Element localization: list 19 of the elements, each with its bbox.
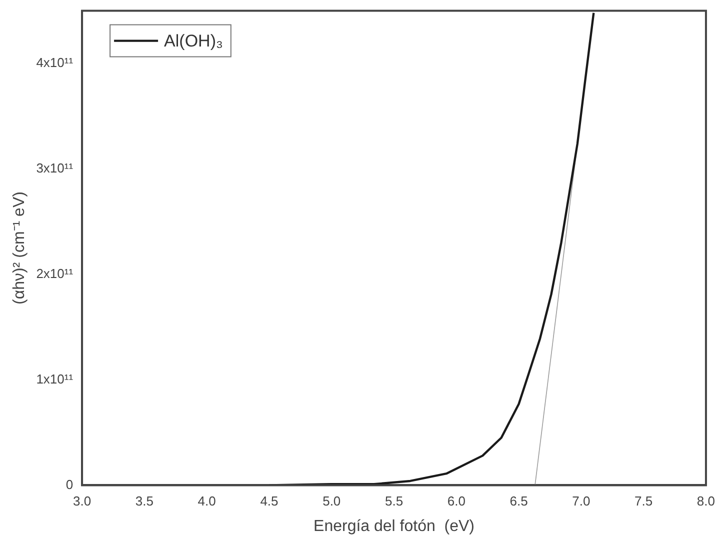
x-tick-label: 5.5 bbox=[384, 494, 404, 509]
x-tick-label: 3.0 bbox=[73, 494, 92, 509]
x-tick-label: 8.0 bbox=[696, 494, 716, 509]
x-tick-label: 3.5 bbox=[135, 494, 154, 509]
y-tick-label: 4x10¹¹ bbox=[36, 55, 74, 70]
x-tick-label: 4.0 bbox=[198, 494, 216, 509]
y-tick-label: 0 bbox=[66, 476, 74, 492]
y-tick-label: 1x10¹¹ bbox=[36, 371, 74, 386]
y-tick-label: 3x10¹¹ bbox=[36, 160, 74, 176]
x-tick-label: 5.0 bbox=[322, 494, 341, 509]
y-tick-label: 2x10¹¹ bbox=[36, 266, 74, 281]
x-tick-label: 7.0 bbox=[572, 494, 590, 509]
x-tick-label: 6.5 bbox=[510, 494, 528, 509]
x-tick-label: 4.5 bbox=[260, 494, 278, 509]
x-tick-label: 7.5 bbox=[634, 494, 653, 509]
y-axis-title: (αhν)² (cm⁻¹ eV) bbox=[11, 192, 28, 304]
legend-label: Al(OH)₃ bbox=[164, 31, 223, 50]
x-axis-title: Energía del fotón (eV) bbox=[314, 518, 474, 535]
x-tick-label: 6.0 bbox=[447, 494, 466, 509]
